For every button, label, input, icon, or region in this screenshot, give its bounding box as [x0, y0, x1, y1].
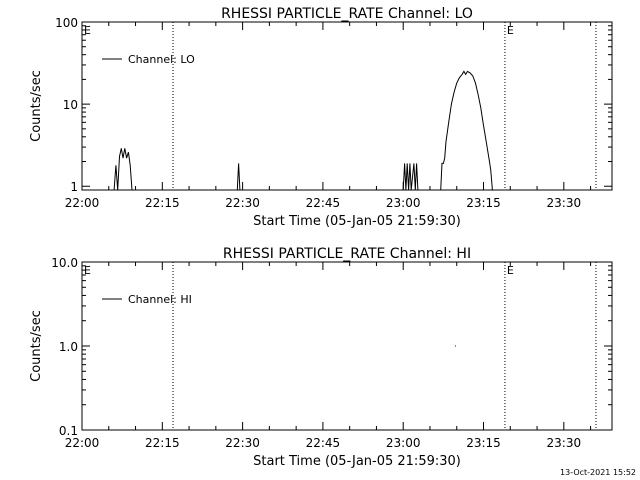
x-tick-label: 22:15 [145, 196, 180, 210]
x-axis-label: Start Time (05-Jan-05 21:59:30) [253, 454, 461, 469]
event-marker-label: E [507, 264, 514, 277]
x-tick-label: 23:00 [386, 436, 421, 450]
plot-frame [81, 21, 613, 191]
x-tick-label: 22:30 [225, 436, 260, 450]
legend-entry: Channel: HI [128, 293, 192, 306]
x-tick-label: 23:00 [386, 196, 421, 210]
series-line [113, 70, 493, 191]
y-tick-label: 10 [63, 98, 78, 112]
event-marker-label: E [507, 24, 514, 37]
y-tick-label: 1 [70, 180, 78, 194]
x-tick-label: 22:45 [306, 436, 341, 450]
y-tick-label: 1.0 [59, 340, 78, 354]
x-tick-label: 23:30 [547, 196, 582, 210]
event-marker-label: E [84, 264, 91, 277]
x-tick-label: 22:45 [306, 196, 341, 210]
x-tick-label: 23:15 [466, 196, 501, 210]
x-tick-label: 22:30 [225, 196, 260, 210]
y-axis-label: Counts/sec [29, 310, 44, 382]
y-tick-label: 10.0 [51, 256, 78, 270]
y-tick-label: 100 [55, 16, 78, 30]
footer-timestamp: 13-Oct-2021 15:52 [560, 468, 636, 477]
x-tick-label: 22:00 [65, 196, 100, 210]
chart-title: RHESSI PARTICLE_RATE Channel: LO [221, 6, 473, 22]
panel-hi: RHESSI PARTICLE_RATE Channel: HI 22:00 22:… [29, 246, 613, 469]
x-axis-label: Start Time (05-Jan-05 21:59:30) [253, 214, 461, 229]
x-tick-label: 23:15 [466, 436, 501, 450]
chart-title: RHESSI PARTICLE_RATE Channel: HI [223, 246, 471, 262]
x-tick-label: 22:00 [65, 436, 100, 450]
y-tick-label: 0.1 [59, 424, 78, 438]
x-tick-label: 22:15 [145, 436, 180, 450]
x-tick-label: 23:30 [547, 436, 582, 450]
plot-frame [81, 261, 613, 431]
y-axis-label: Counts/sec [29, 70, 44, 142]
legend-entry: Channel: LO [128, 53, 195, 66]
panel-lo: RHESSI PARTICLE_RATE Channel: LO 22:00 22:… [29, 6, 613, 229]
event-marker-label: E [84, 24, 91, 37]
